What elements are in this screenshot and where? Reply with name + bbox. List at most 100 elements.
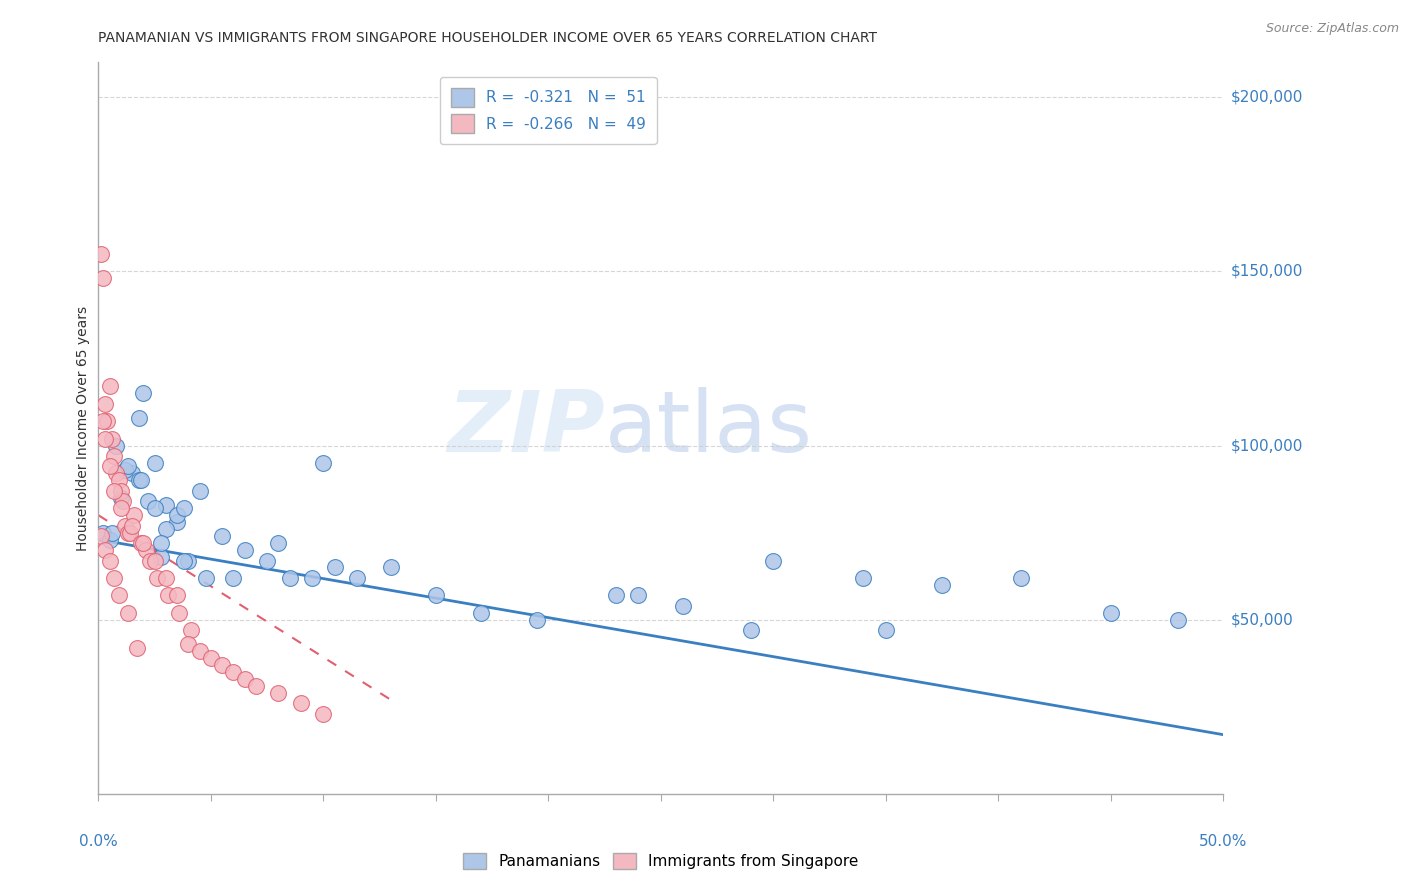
Legend: Panamanians, Immigrants from Singapore: Panamanians, Immigrants from Singapore — [457, 847, 865, 875]
Point — [107, 588, 129, 602]
Point — [875, 623, 897, 637]
Point — [931, 578, 953, 592]
Point — [103, 571, 125, 585]
Point — [180, 623, 202, 637]
Point — [103, 449, 125, 463]
Text: PANAMANIAN VS IMMIGRANTS FROM SINGAPORE HOUSEHOLDER INCOME OVER 65 YEARS CORRELA: PANAMANIAN VS IMMIGRANTS FROM SINGAPORE … — [98, 31, 877, 45]
Point — [98, 459, 121, 474]
Point — [150, 549, 173, 564]
Point — [290, 696, 312, 710]
Point — [94, 543, 117, 558]
Point — [1167, 613, 1189, 627]
Point — [301, 571, 323, 585]
Point — [155, 522, 177, 536]
Point — [762, 553, 785, 567]
Point — [1010, 571, 1032, 585]
Point — [211, 658, 233, 673]
Point — [188, 644, 211, 658]
Point — [233, 672, 256, 686]
Point — [125, 640, 148, 655]
Point — [117, 459, 139, 474]
Point — [90, 247, 112, 261]
Point — [128, 474, 150, 488]
Point — [129, 536, 152, 550]
Point — [114, 518, 136, 533]
Text: atlas: atlas — [605, 386, 813, 470]
Point — [166, 515, 188, 529]
Point — [169, 606, 191, 620]
Point — [121, 518, 143, 533]
Point — [155, 498, 177, 512]
Point — [112, 494, 135, 508]
Point — [94, 397, 117, 411]
Point — [380, 560, 402, 574]
Point — [107, 474, 129, 488]
Point — [256, 553, 278, 567]
Point — [129, 474, 152, 488]
Point — [124, 508, 146, 523]
Point — [143, 553, 166, 567]
Text: $50,000: $50,000 — [1230, 612, 1294, 627]
Point — [425, 588, 447, 602]
Point — [672, 599, 695, 613]
Point — [177, 553, 200, 567]
Point — [96, 414, 118, 428]
Y-axis label: Householder Income Over 65 years: Householder Income Over 65 years — [76, 306, 90, 550]
Point — [346, 571, 368, 585]
Point — [222, 571, 245, 585]
Point — [117, 606, 139, 620]
Point — [110, 501, 132, 516]
Text: ZIP: ZIP — [447, 386, 605, 470]
Point — [150, 536, 173, 550]
Point — [91, 271, 114, 285]
Point — [110, 491, 132, 505]
Text: $150,000: $150,000 — [1230, 264, 1302, 279]
Point — [105, 467, 128, 481]
Point — [114, 463, 136, 477]
Point — [195, 571, 218, 585]
Point — [118, 525, 141, 540]
Point — [103, 483, 125, 498]
Point — [155, 571, 177, 585]
Point — [222, 665, 245, 679]
Point — [605, 588, 627, 602]
Text: Source: ZipAtlas.com: Source: ZipAtlas.com — [1265, 22, 1399, 36]
Text: $100,000: $100,000 — [1230, 438, 1302, 453]
Point — [323, 560, 346, 574]
Point — [188, 483, 211, 498]
Point — [91, 525, 114, 540]
Point — [245, 679, 267, 693]
Point — [90, 529, 112, 543]
Point — [1099, 606, 1122, 620]
Point — [526, 613, 548, 627]
Point — [101, 432, 124, 446]
Point — [132, 386, 155, 401]
Point — [173, 501, 195, 516]
Point — [852, 571, 875, 585]
Point — [143, 456, 166, 470]
Point — [98, 379, 121, 393]
Point — [105, 439, 128, 453]
Point — [312, 706, 335, 721]
Text: 50.0%: 50.0% — [1199, 834, 1247, 849]
Point — [278, 571, 301, 585]
Point — [627, 588, 650, 602]
Point — [146, 571, 169, 585]
Text: $200,000: $200,000 — [1230, 90, 1302, 104]
Point — [177, 637, 200, 651]
Point — [98, 553, 121, 567]
Point — [128, 410, 150, 425]
Point — [139, 553, 162, 567]
Text: 0.0%: 0.0% — [79, 834, 118, 849]
Point — [211, 529, 233, 543]
Point — [117, 525, 139, 540]
Point — [132, 536, 155, 550]
Point — [166, 588, 188, 602]
Point — [200, 651, 222, 665]
Point — [173, 553, 195, 567]
Point — [143, 501, 166, 516]
Point — [98, 533, 121, 547]
Point — [157, 588, 180, 602]
Point — [94, 432, 117, 446]
Point — [101, 525, 124, 540]
